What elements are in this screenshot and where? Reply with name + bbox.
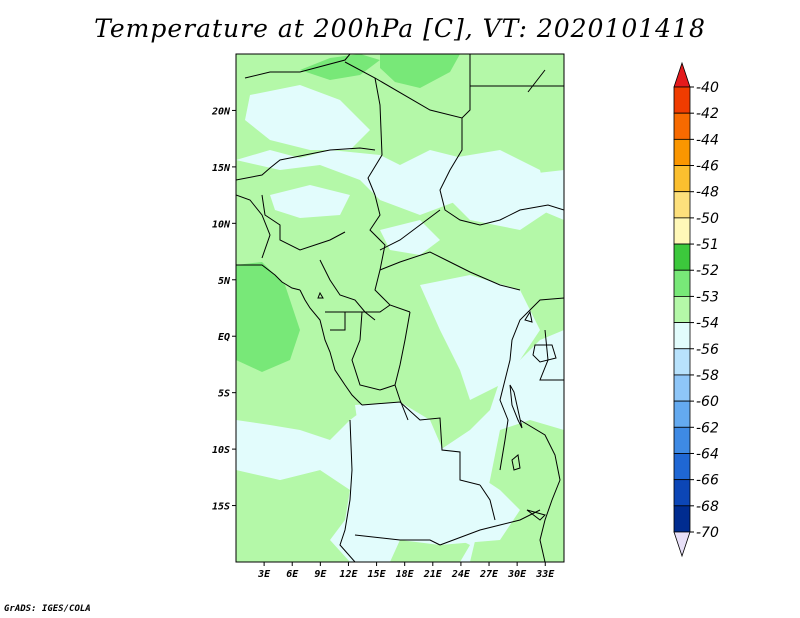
colorbar-swatch <box>673 112 691 140</box>
colorbar-swatch <box>673 479 691 507</box>
chart-title: Temperature at 200hPa [C], VT: 202010141… <box>94 14 706 43</box>
lon-tick-label: 18E <box>396 569 415 580</box>
colorbar-label: -60 <box>696 394 719 410</box>
lakes <box>317 291 557 521</box>
colorbar-legend: -40 -42 -44 -46 -48 -50 -51 -52 -53 -54 -56 -58 -60 -… <box>673 61 719 558</box>
temperature-field <box>236 54 564 562</box>
colorbar-label: -54 <box>696 316 719 332</box>
colorbar-swatch <box>673 400 691 428</box>
colorbar-label: -48 <box>696 185 719 201</box>
lat-tick-label: 15N <box>212 163 231 174</box>
colorbar-label: -46 <box>696 159 719 175</box>
colorbar-top-arrow <box>673 61 691 88</box>
colorbar-swatch <box>673 269 691 297</box>
field-m52-regions <box>236 54 460 372</box>
colorbar-swatch <box>673 217 691 245</box>
colorbar-label: -52 <box>696 263 719 279</box>
colorbar-swatch <box>673 138 691 166</box>
lat-tick-label: EQ <box>218 332 230 343</box>
lon-tick-label: 21E <box>423 569 443 580</box>
lat-tick-label: 10S <box>212 445 230 456</box>
latitude-axis: 20N 15N 10N 5N EQ 5S 10S 15S <box>211 106 236 513</box>
lat-tick-label: 5S <box>218 389 230 400</box>
colorbar-swatch <box>673 243 691 271</box>
colorbar-label: -51 <box>696 237 719 253</box>
colorbar-label: -66 <box>696 473 719 489</box>
colorbar-label: -64 <box>696 446 719 462</box>
colorbar-label: -68 <box>696 499 719 515</box>
country-borders <box>236 54 564 562</box>
colorbar-swatch <box>673 348 691 376</box>
lon-tick-label: 33E <box>535 569 555 580</box>
colorbar-label: -42 <box>696 106 719 122</box>
longitude-axis: 3E 6E 9E 12E 15E 18E 21E 24E 27E 30E 33E <box>257 562 555 580</box>
colorbar-swatch <box>673 191 691 219</box>
colorbar-swatch <box>673 505 691 533</box>
lat-tick-label: 15S <box>212 502 230 513</box>
colorbar-label: -70 <box>696 525 719 541</box>
colorbar-label: -44 <box>696 132 719 148</box>
colorbar-label: -40 <box>696 80 719 96</box>
colorbar-label: -62 <box>696 420 719 436</box>
footer-credit: GrADS: IGES/COLA <box>4 604 91 614</box>
colorbar-swatch <box>673 165 691 193</box>
lon-tick-label: 3E <box>257 569 271 580</box>
lat-tick-label: 10N <box>212 219 231 230</box>
colorbar-swatch <box>673 374 691 402</box>
colorbar-label: -56 <box>696 342 719 358</box>
colorbar-label: -50 <box>696 211 719 227</box>
lat-tick-label: 20N <box>211 106 231 117</box>
lon-tick-label: 15E <box>368 569 387 580</box>
colorbar-swatch <box>673 322 691 350</box>
colorbar-swatch <box>673 296 691 323</box>
colorbar-label: -53 <box>696 289 719 305</box>
colorbar-label: -58 <box>696 368 719 384</box>
lon-tick-label: 24E <box>451 569 471 580</box>
lon-tick-label: 9E <box>314 569 327 580</box>
lon-tick-label: 12E <box>339 569 358 580</box>
colorbar-swatch <box>673 426 691 454</box>
lon-tick-label: 27E <box>479 569 499 580</box>
colorbar-swatch <box>673 453 691 481</box>
colorbar-bottom-arrow <box>673 531 691 558</box>
lon-tick-label: 30E <box>507 569 527 580</box>
lon-tick-label: 6E <box>286 569 299 580</box>
map-frame <box>235 53 565 563</box>
colorbar-swatch <box>673 86 691 114</box>
lat-tick-label: 5N <box>218 276 231 287</box>
field-m54-patches <box>245 85 550 545</box>
